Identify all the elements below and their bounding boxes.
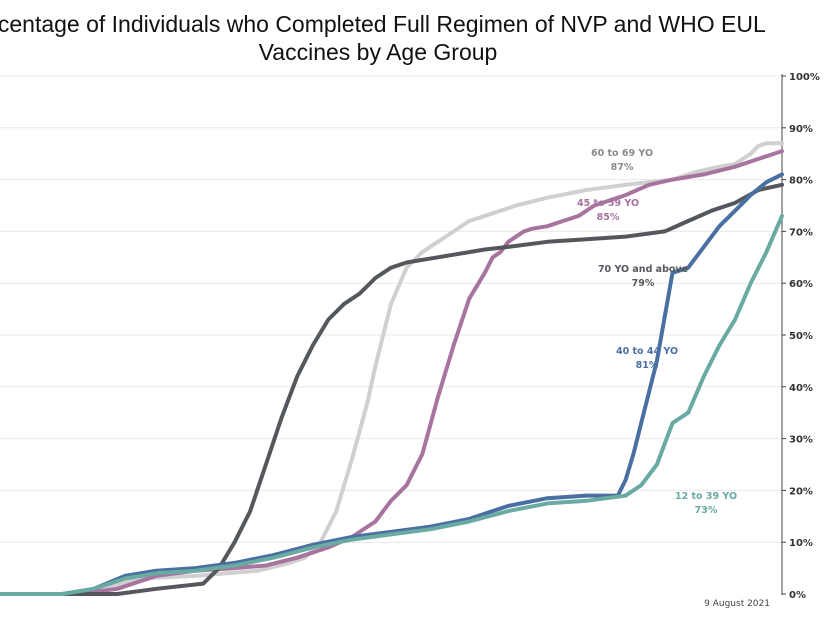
series-line-45-59 [0,149,784,596]
label-70-above-name: 70 YO and above [598,264,688,275]
series-layer [0,141,784,596]
series-line-60-69 [0,141,784,596]
y-tick-label: 50% [789,331,813,342]
y-tick-label: 40% [789,383,813,394]
label-45-59-name: 45 to 59 YO [577,198,639,209]
y-axis: 0% 10% 20% 30% 40% 50% 60% 70% 80% 90% 100% [782,72,820,601]
series-line-12-39 [0,213,784,596]
y-tick-label: 60% [789,279,813,290]
label-12-39-name: 12 to 39 YO [675,491,737,502]
label-40-44-name: 40 to 44 YO [616,346,678,357]
y-tick-label: 70% [789,227,813,238]
label-70-above-value: 79% [632,278,655,289]
y-tick-label: 100% [789,72,820,83]
y-tick-label: 0% [789,590,806,601]
label-45-59-value: 85% [597,212,620,223]
chart-title-line-2: Vaccines by Age Group [258,39,498,65]
y-tick-label: 80% [789,176,813,187]
label-40-44-value: 81% [636,360,659,371]
series-line-70-above [0,182,784,596]
chart-title-line-1: rcentage of Individuals who Completed Fu… [0,11,766,37]
label-60-69-name: 60 to 69 YO [591,148,653,159]
chart-title: rcentage of Individuals who Completed Fu… [0,10,796,66]
y-tick-label: 90% [789,124,813,135]
y-tick-label: 20% [789,486,813,497]
series-labels: 60 to 69 YO 87% 45 to 59 YO 85% 70 YO and ab… [577,148,737,516]
y-tick-label: 30% [789,435,813,446]
series-line-40-44 [0,172,784,596]
y-tick-label: 10% [789,538,813,549]
label-12-39-value: 73% [695,505,718,516]
date-note: 9 August 2021 [704,599,770,609]
label-60-69-value: 87% [611,162,634,173]
